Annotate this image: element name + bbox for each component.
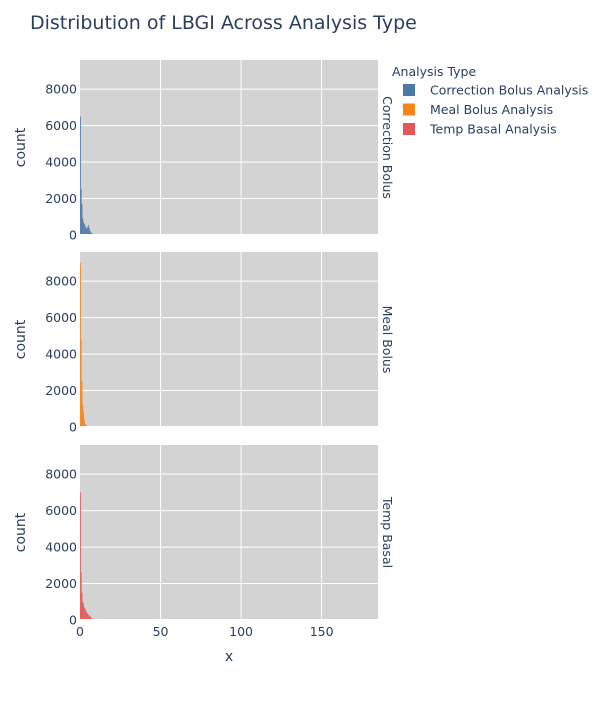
facet-label: Temp Basal <box>380 496 395 568</box>
y-tick-label: 0 <box>69 228 77 243</box>
x-tick-label: 100 <box>229 624 253 639</box>
x-tick-label: 0 <box>76 624 84 639</box>
histogram-bar <box>81 340 82 428</box>
facet-panels: 0 2000 4000 6000 8000 count Correction Bolus 0 2… <box>13 60 395 639</box>
histogram-bar <box>84 224 85 235</box>
plot-background <box>80 252 378 427</box>
facet-label: Correction Bolus <box>380 96 395 199</box>
y-tick-label: 2000 <box>45 191 77 206</box>
histogram-bar <box>85 609 86 620</box>
legend-title: Analysis Type <box>392 64 476 79</box>
histogram-bar <box>83 222 84 235</box>
y-tick-label: 2000 <box>45 383 77 398</box>
histogram-bar <box>80 263 81 427</box>
histogram-bar <box>88 225 89 235</box>
histogram-bar <box>82 405 83 427</box>
legend-item: Meal Bolus Analysis <box>403 102 553 117</box>
legend-label: Temp Basal Analysis <box>429 122 557 137</box>
chart-title: Distribution of LBGI Across Analysis Typ… <box>30 12 417 34</box>
y-axis-label: count <box>13 319 29 359</box>
y-axis-label: count <box>13 512 29 552</box>
histogram-bar <box>83 604 84 620</box>
histogram-bar <box>87 227 88 235</box>
legend: Correction Bolus Analysis Meal Bolus Anal… <box>403 83 588 137</box>
legend-swatch <box>403 104 415 116</box>
y-tick-label: 4000 <box>45 347 77 362</box>
y-tick-label: 8000 <box>45 274 77 289</box>
y-tick-label: 6000 <box>45 118 77 133</box>
histogram-bar <box>82 219 83 235</box>
histogram-bar <box>85 226 86 235</box>
histogram-bar <box>84 607 85 620</box>
histogram-bar <box>82 204 83 235</box>
legend-label: Meal Bolus Analysis <box>430 102 553 117</box>
legend-swatch <box>403 123 415 135</box>
histogram-bar <box>82 593 83 620</box>
histogram-bar <box>86 228 87 235</box>
histogram-bar <box>80 117 81 235</box>
legend-swatch <box>403 84 415 96</box>
x-axis-label: x <box>225 649 233 665</box>
x-tick-label: 50 <box>153 624 169 639</box>
x-tick-label: 150 <box>310 624 334 639</box>
y-tick-label: 2000 <box>45 576 77 591</box>
legend-label: Correction Bolus Analysis <box>430 83 588 98</box>
facet-2: 0 2000 4000 6000 8000 count Meal Bolus <box>13 252 395 435</box>
y-tick-label: 6000 <box>45 310 77 325</box>
histogram-bar <box>82 381 83 427</box>
plot-background <box>80 60 378 235</box>
y-tick-label: 6000 <box>45 503 77 518</box>
histogram-bar <box>81 573 82 620</box>
y-tick-label: 4000 <box>45 540 77 555</box>
histogram-bar <box>83 412 84 427</box>
histogram-bar <box>81 189 82 235</box>
y-tick-label: 4000 <box>45 155 77 170</box>
legend-item: Correction Bolus Analysis <box>403 83 588 98</box>
histogram-bar <box>84 420 85 427</box>
y-tick-label: 8000 <box>45 467 77 482</box>
facet-label: Meal Bolus <box>380 306 395 374</box>
facet-1: 0 2000 4000 6000 8000 count Correction Bolus <box>13 60 395 243</box>
y-tick-label: 8000 <box>45 82 77 97</box>
histogram-bar <box>80 492 81 620</box>
y-tick-label: 0 <box>69 420 77 435</box>
histogram-bar <box>86 611 87 620</box>
histogram-bar <box>86 613 87 620</box>
y-axis-label: count <box>13 127 29 167</box>
histogram-bar <box>89 228 90 235</box>
histogram-bar <box>82 602 83 620</box>
plot-background <box>80 445 378 620</box>
legend-item: Temp Basal Analysis <box>403 122 557 137</box>
